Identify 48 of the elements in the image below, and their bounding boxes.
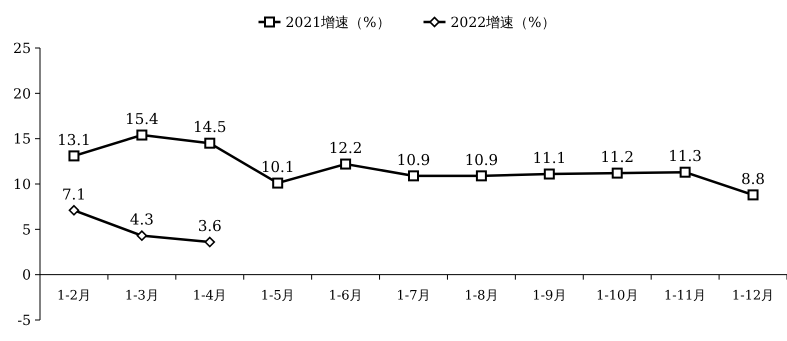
point: [680, 166, 691, 178]
y-tick-label: -5: [17, 313, 31, 329]
x-tick-label: 1-11月: [664, 288, 706, 304]
x-tick-label: 1-2月: [56, 288, 91, 304]
point: [204, 236, 216, 248]
legend-label: 2022增速（%）: [450, 15, 556, 31]
data-label: 11.1: [532, 149, 566, 168]
point: [136, 130, 148, 141]
data-label: 3.6: [198, 217, 222, 236]
y-tick-label: 25: [13, 41, 31, 57]
x-tick-label: 1-6月: [328, 288, 363, 304]
data-label: 10.1: [260, 158, 294, 176]
x-tick-label: 1-7月: [396, 288, 430, 304]
point: [476, 170, 487, 182]
point: [340, 158, 352, 170]
data-label: 11.3: [668, 147, 702, 166]
data-label: 4.3: [130, 210, 154, 229]
data-label: 15.4: [125, 110, 159, 128]
x-tick-label: 1-4月: [192, 288, 227, 304]
point: [272, 178, 284, 189]
y-tick-label: 15: [13, 132, 31, 148]
data-label: 14.5: [193, 118, 226, 136]
data-label: 8.8: [741, 170, 765, 188]
data-label: 10.9: [464, 150, 498, 169]
point: [204, 138, 216, 149]
point: [408, 170, 419, 182]
data-label: 10.9: [396, 150, 430, 169]
y-tick-label: 5: [22, 222, 31, 238]
y-tick-label: 0: [22, 268, 31, 284]
data-label: 11.2: [600, 148, 634, 166]
data-label: 7.1: [62, 185, 86, 204]
data-label: 12.2: [328, 139, 362, 158]
point: [68, 150, 80, 162]
x-tick-label: 1-3月: [124, 288, 159, 304]
point: [544, 168, 555, 180]
data-label: 13.1: [57, 130, 91, 149]
x-tick-label: 1-5月: [260, 288, 295, 304]
x-tick-label: 1-12月: [732, 288, 774, 304]
x-tick-label: 1-10月: [596, 288, 638, 304]
legend-label: 2021增速（%）: [286, 15, 390, 31]
x-tick-label: 1-9月: [532, 288, 566, 304]
point: [136, 230, 148, 241]
y-tick-label: 10: [13, 177, 31, 193]
point: [748, 189, 759, 200]
y-tick-label: 20: [13, 86, 31, 102]
point: [612, 168, 623, 179]
x-tick-label: 1-8月: [464, 288, 498, 304]
point: [68, 204, 80, 216]
